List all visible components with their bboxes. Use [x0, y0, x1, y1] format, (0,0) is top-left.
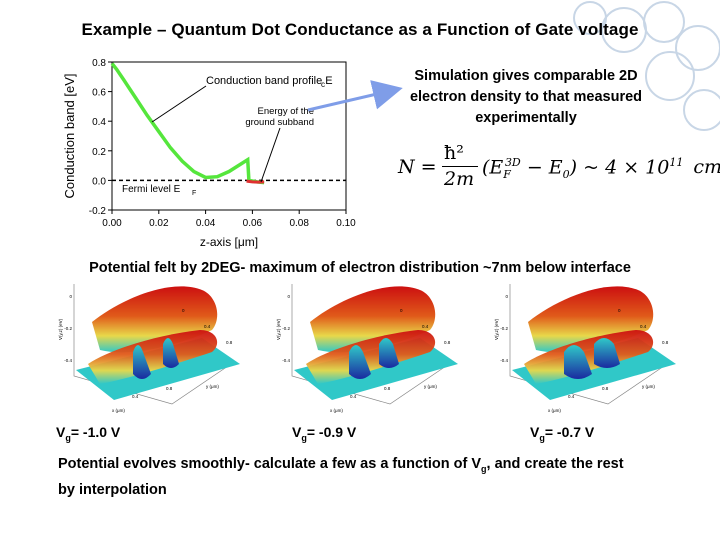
x-axis-label: x (μm)	[112, 408, 125, 413]
qpc-gap-left	[564, 345, 592, 379]
y-tick-label: 0	[400, 308, 403, 313]
y-tick-label: 0	[182, 308, 185, 313]
vg-label-2: Vg= -0.9 V	[292, 424, 357, 443]
conduction-band-annotation-sub: c	[321, 80, 325, 89]
z-tick-label: 0	[505, 294, 508, 299]
formula-ef-sub: F	[503, 168, 511, 182]
z-tick-label: 0	[69, 294, 72, 299]
z-tick-label: -0.4	[64, 358, 72, 363]
y-axis-label: Conduction band [eV]	[62, 73, 77, 198]
x-tick-label: 0.4	[132, 394, 139, 399]
x-tick-label: 0.08	[289, 218, 309, 229]
z-tick-label: -0.2	[64, 326, 72, 331]
ground-subband-line	[246, 179, 265, 184]
lower-ridge	[524, 330, 654, 384]
z-tick-label: -0.4	[282, 358, 290, 363]
y-tick-label: 0.8	[92, 58, 106, 69]
x-tick-label: 0.8	[166, 386, 173, 391]
z-axis-label: V(y,z) (eV)	[494, 318, 499, 340]
formula-ef-sup: 3D	[504, 156, 521, 169]
formula-denominator: 2m	[444, 168, 475, 190]
formula-unit: cm	[693, 156, 720, 179]
z-tick-label: 0	[287, 294, 290, 299]
y-tick-label: 0.0	[92, 176, 106, 187]
vg-label-1: Vg= -1.0 V	[56, 424, 121, 443]
x-tick-label: 0.8	[384, 386, 391, 391]
z-tick-label: -0.2	[282, 326, 290, 331]
x-axis-label: z-axis [μm]	[200, 235, 258, 249]
y-axis-label: y (μm)	[206, 384, 219, 389]
conduction-band-line	[110, 62, 265, 185]
formula-approx: ) ~ 4 × 10	[569, 156, 670, 179]
arrow-to-note	[307, 80, 403, 112]
conduction-band-pointer	[151, 85, 207, 123]
surface-plot-3: 0 -0.2 -0.4 0 0.4 0.8 0.4 0.8 V(y,z) (eV) x (μm) y…	[494, 284, 676, 413]
fermi-level-annotation-sub: F	[192, 190, 196, 197]
density-formula: N = ħ² 2m (EF3D − E0) ~ 4 × 1011 cm−2	[398, 142, 720, 202]
surface-caption: Potential felt by 2DEG- maximum of elect…	[89, 260, 631, 276]
vg-label-3: Vg= -0.7 V	[530, 424, 595, 443]
y-tick-label: 0.4	[92, 117, 106, 128]
qpc-gap-left	[133, 345, 151, 379]
x-axis-label: x (μm)	[548, 408, 561, 413]
slide-title: Example – Quantum Dot Conductance as a F…	[81, 20, 639, 39]
x-tick-label: 0.4	[568, 394, 575, 399]
x-tick-label: 0.10	[336, 218, 356, 229]
x-tick-label: 0.4	[350, 394, 357, 399]
y-tick-label: -0.2	[89, 206, 107, 217]
formula-fraction-bar	[442, 166, 478, 167]
x-tick-label: 0.06	[243, 218, 263, 229]
y-axis-label: y (μm)	[642, 384, 655, 389]
lower-ridge	[306, 330, 436, 384]
y-tick-label: 0.4	[422, 324, 429, 329]
z-axis-label: V(y,z) (eV)	[58, 318, 63, 340]
decorative-circles	[573, 1, 720, 131]
simulation-note: Simulation gives comparable 2D electron …	[409, 68, 643, 126]
ground-subband-annotation-1: Energy of the	[257, 106, 314, 117]
formula-rhs: (EF3D − E0) ~ 4 × 1011 cm−2	[482, 156, 720, 181]
qpc-gap-right	[163, 338, 179, 368]
y-tick-label: 0.4	[640, 324, 647, 329]
z-tick-label: -0.2	[500, 326, 508, 331]
x-tick-label: 0.04	[196, 218, 216, 229]
formula-minus: − E	[526, 156, 563, 179]
formula-exp: 11	[669, 156, 684, 169]
y-tick-label: 0.8	[662, 340, 669, 345]
y-tick-label: 0.8	[226, 340, 233, 345]
y-tick-label: 0.4	[204, 324, 211, 329]
formula-hbar: ħ²	[444, 142, 464, 164]
formula-paren: (E	[482, 156, 504, 179]
surface-plot-1: 0 -0.2 -0.4 0 0.4 0.8 0.4 0.8 V(y,z) (eV) x (μm) y…	[58, 284, 240, 413]
x-axis-label: x (μm)	[330, 408, 343, 413]
y-axis-label: y (μm)	[424, 384, 437, 389]
x-tick-label: 0.00	[102, 218, 122, 229]
z-tick-label: -0.4	[500, 358, 508, 363]
y-tick-label: 0.2	[92, 147, 106, 158]
qpc-gap-right	[594, 338, 620, 368]
qpc-gap-right	[379, 338, 399, 368]
conduction-band-annotation: Conduction band profile E	[206, 75, 333, 87]
ground-subband-annotation-2: ground subband	[245, 117, 314, 128]
x-tick-label: 0.02	[149, 218, 169, 229]
z-axis-label: V(y,z) (eV)	[276, 318, 281, 340]
lower-ridge	[88, 330, 218, 384]
fermi-level-annotation: Fermi level E	[122, 184, 181, 195]
formula-lhs: N =	[398, 156, 437, 178]
ground-subband-pointer	[260, 127, 281, 183]
x-tick-label: 0.8	[602, 386, 609, 391]
y-tick-label: 0.6	[92, 88, 106, 99]
surface-plot-2: 0 -0.2 -0.4 0 0.4 0.8 0.4 0.8 V(y,z) (eV) x (μm) y…	[276, 284, 458, 413]
plot-frame	[111, 61, 347, 211]
y-tick-label: 0.8	[444, 340, 451, 345]
formula-e0-sub: 0	[562, 168, 570, 182]
qpc-gap-left	[349, 345, 371, 379]
y-tick-label: 0	[618, 308, 621, 313]
conduction-band-chart: 0.8 0.6 0.4 0.2 0.0 -0.20.00 0.02 0.04 0.06 0.08 0…	[62, 58, 356, 249]
bottom-note: Potential evolves smoothly- calculate a …	[58, 456, 624, 498]
